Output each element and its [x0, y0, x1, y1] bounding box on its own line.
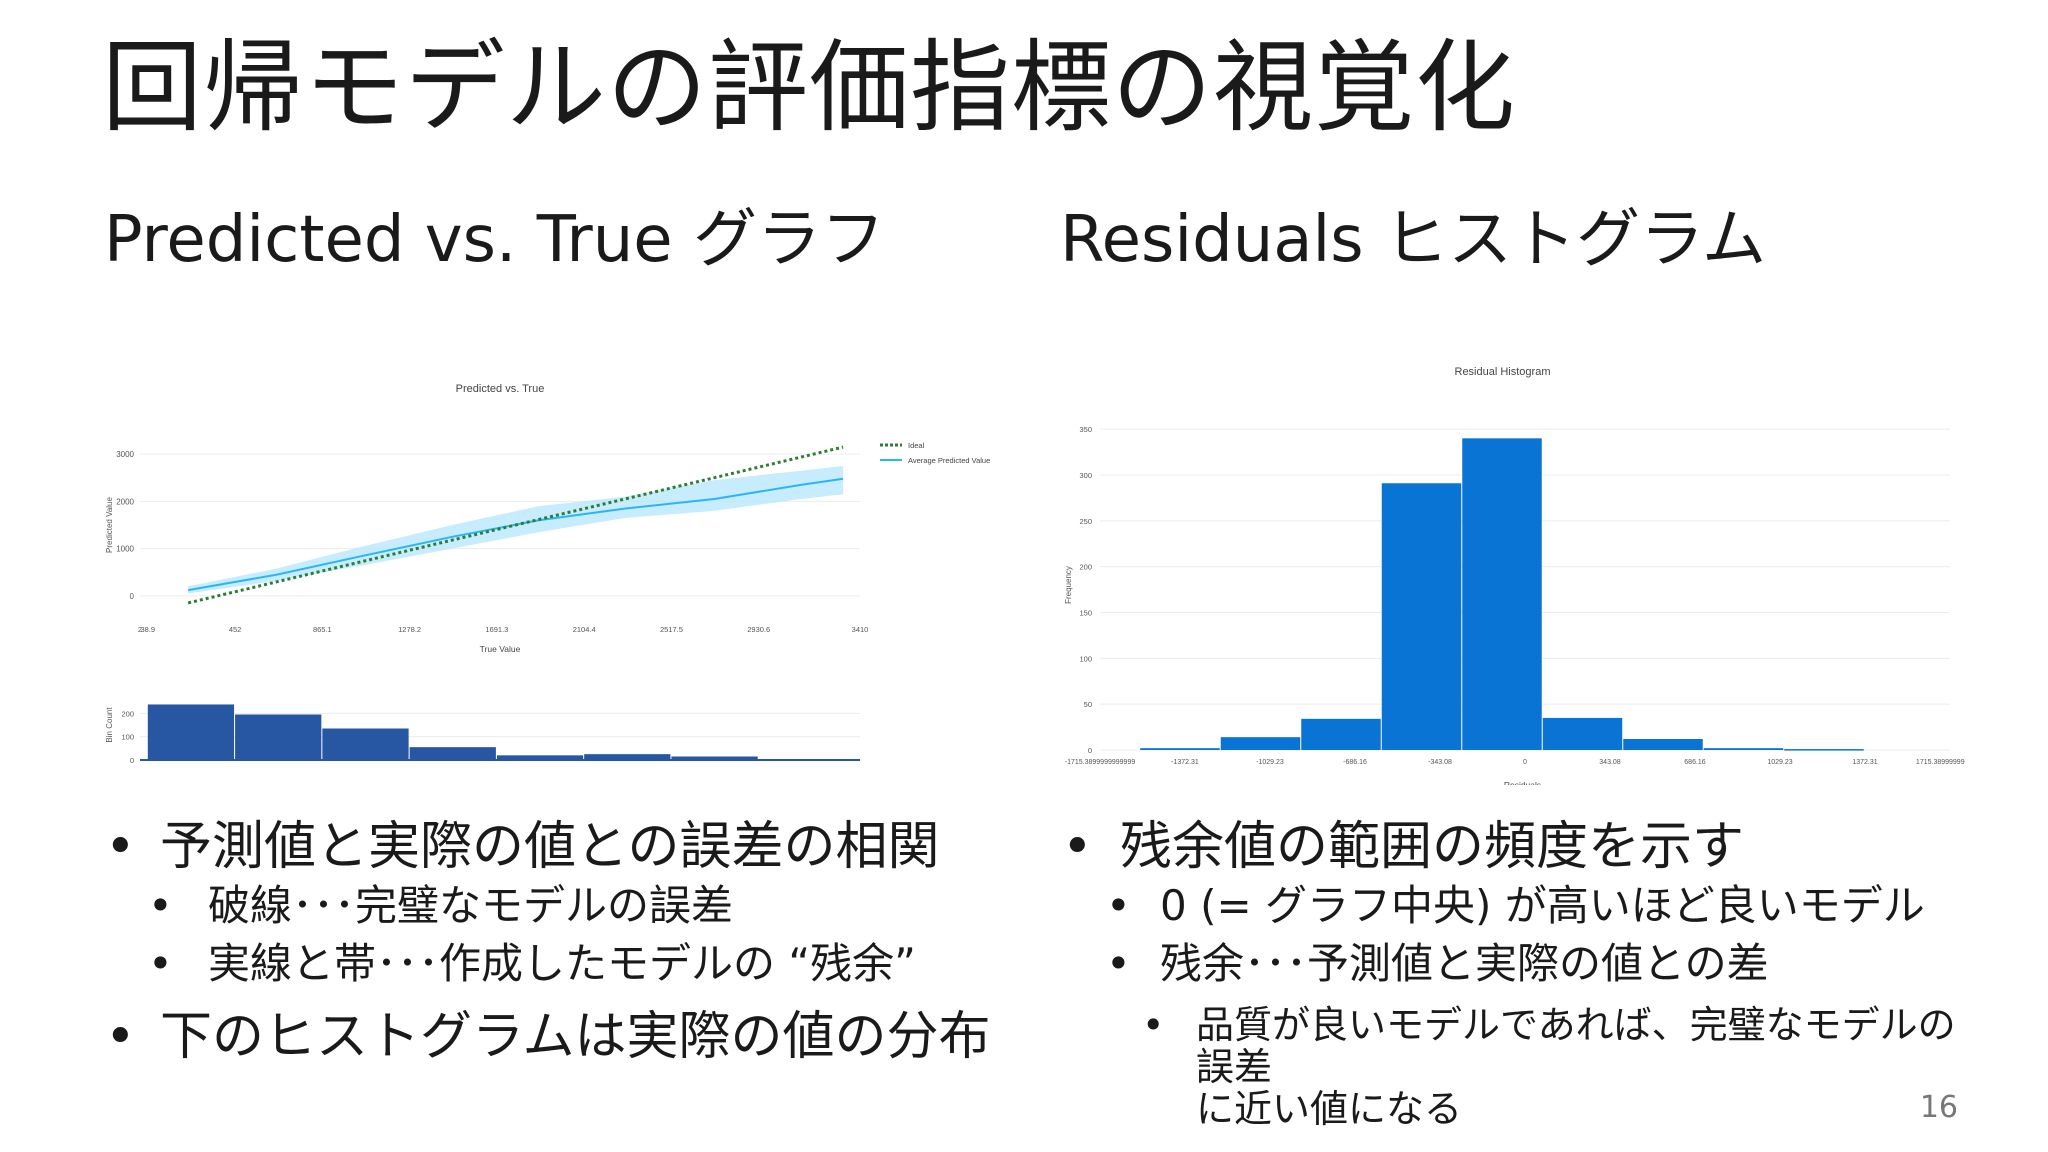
y-tick-label: 250 [1079, 517, 1092, 526]
legend-ideal-label: Ideal [908, 441, 925, 450]
bin-count-bar [496, 755, 584, 760]
right-bullet-1: 残余値の範囲の頻度を示す [1120, 817, 1745, 877]
bin-count-bar [671, 756, 758, 760]
hist-y-tick-label: 200 [121, 709, 134, 718]
bullet-dot: • [105, 817, 136, 877]
x-tick-label: 343.08 [1599, 759, 1621, 766]
y-tick-label: 0 [130, 592, 135, 601]
bin-count-bar [409, 747, 496, 760]
hist-y-tick-label: 0 [130, 756, 134, 765]
x-tick-label: 1278.2 [398, 625, 421, 634]
bullet-dot: • [1142, 1003, 1165, 1047]
x-tick-label: -1372.31 [1171, 759, 1199, 766]
x-axis-label: True Value [480, 644, 521, 654]
y-tick-label: 100 [1079, 654, 1092, 663]
x-tick-label: 686.16 [1684, 759, 1706, 766]
bullet-dot: • [105, 1007, 136, 1067]
residual-bar [1381, 483, 1462, 750]
y-tick-label: 0 [1088, 746, 1092, 755]
ideal-line [187, 445, 844, 605]
y-tick-label: 200 [1079, 563, 1092, 572]
x-tick-label: 865.1 [313, 625, 332, 634]
confidence-band [188, 465, 844, 594]
x-tick-label: -1029.23 [1256, 759, 1284, 766]
x-tick-label: 0 [1523, 759, 1527, 766]
x-tick-label: 2104.4 [573, 625, 596, 634]
page-number: 16 [1919, 1090, 1958, 1125]
residual-bar [1140, 748, 1220, 750]
residual-bar [1542, 717, 1623, 750]
x-tick-label: 3410 [852, 625, 869, 634]
residual-bar [1784, 749, 1864, 751]
y-axis-label: Frequency [1064, 566, 1073, 604]
residual-histogram-chart: Residual Histogram 0 50 100 150 200 250 300 350 F… [1064, 366, 1965, 785]
legend-average-label: Average Predicted Value [908, 456, 990, 465]
residual-bar [1220, 737, 1301, 750]
x-tick-label: 1691.3 [485, 625, 508, 634]
right-bullet-3: 残余･･･予測値と実際の値との差 [1160, 939, 1769, 988]
x-tick-label: 452 [229, 625, 242, 634]
left-heading: Predicted vs. True グラフ [104, 203, 885, 277]
bin-count-bar [584, 754, 671, 760]
bin-count-bar [235, 714, 322, 760]
y-tick-label: 350 [1079, 425, 1092, 434]
y-axis-label: Predicted Value [105, 497, 114, 553]
hist-y-axis-label: Bin Count [105, 707, 114, 743]
x-tick-label: 1372.31 [1852, 759, 1877, 766]
y-tick-label: 150 [1079, 609, 1092, 618]
bullet-dot: • [148, 881, 173, 930]
chart-title: Residual Histogram [1455, 366, 1551, 378]
x-axis-label: Residuals [1504, 780, 1541, 785]
x-tick-label: -343.08 [1428, 759, 1452, 766]
residual-bar [1301, 718, 1381, 750]
x-tick-label: 38.9 [140, 625, 155, 634]
x-tick-label: -1715.3899999999999 [1065, 759, 1136, 766]
right-bullet-4: 品質が良いモデルであれば、完璧なモデルの [1196, 1003, 1956, 1047]
right-bullet-6: に近い値になる [1196, 1087, 1463, 1131]
x-tick-label: 2 [138, 625, 142, 634]
bullet-dot: • [1062, 817, 1093, 877]
residual-bar [1623, 739, 1703, 750]
slide-title: 回帰モデルの評価指標の視覚化 [102, 29, 1516, 146]
bin-count-bar [322, 728, 409, 760]
left-bullet-1: 予測値と実際の値との誤差の相関 [160, 817, 940, 877]
left-bullet-4: 下のヒストグラムは実際の値の分布 [160, 1007, 991, 1067]
x-tick-label: 1029.23 [1767, 759, 1792, 766]
left-bullet-3: 実線と帯･･･作成したモデルの “残余” [208, 939, 916, 988]
hist-y-tick-label: 100 [121, 733, 134, 742]
residual-bar [1703, 748, 1784, 750]
left-bullet-2: 破線･･･完璧なモデルの誤差 [208, 881, 734, 930]
right-heading: Residuals ヒストグラム [1060, 203, 1767, 277]
x-tick-label: 2517.5 [660, 625, 683, 634]
bullet-dot: • [148, 939, 173, 988]
y-tick-label: 1000 [116, 545, 134, 554]
right-bullet-2: 0 (= グラフ中央) が高いほど良いモデル [1160, 881, 1925, 930]
chart-title: Predicted vs. True [456, 383, 545, 395]
x-tick-label: 1715.3899999999999 [1916, 759, 1965, 766]
x-tick-label: 2930.6 [747, 625, 770, 634]
predicted-vs-true-chart: Predicted vs. True0100020003000Predicted… [105, 383, 990, 765]
y-tick-label: 300 [1079, 471, 1092, 480]
y-tick-label: 2000 [116, 497, 134, 506]
bin-count-bar [147, 704, 235, 760]
y-tick-label: 3000 [116, 450, 134, 459]
bullet-dot: • [1106, 939, 1131, 988]
bullet-dot: • [1106, 881, 1131, 930]
right-bullet-5: 誤差 [1196, 1045, 1273, 1089]
x-tick-label: -686.16 [1343, 759, 1367, 766]
y-tick-label: 50 [1084, 700, 1092, 709]
residual-bar [1462, 438, 1542, 750]
